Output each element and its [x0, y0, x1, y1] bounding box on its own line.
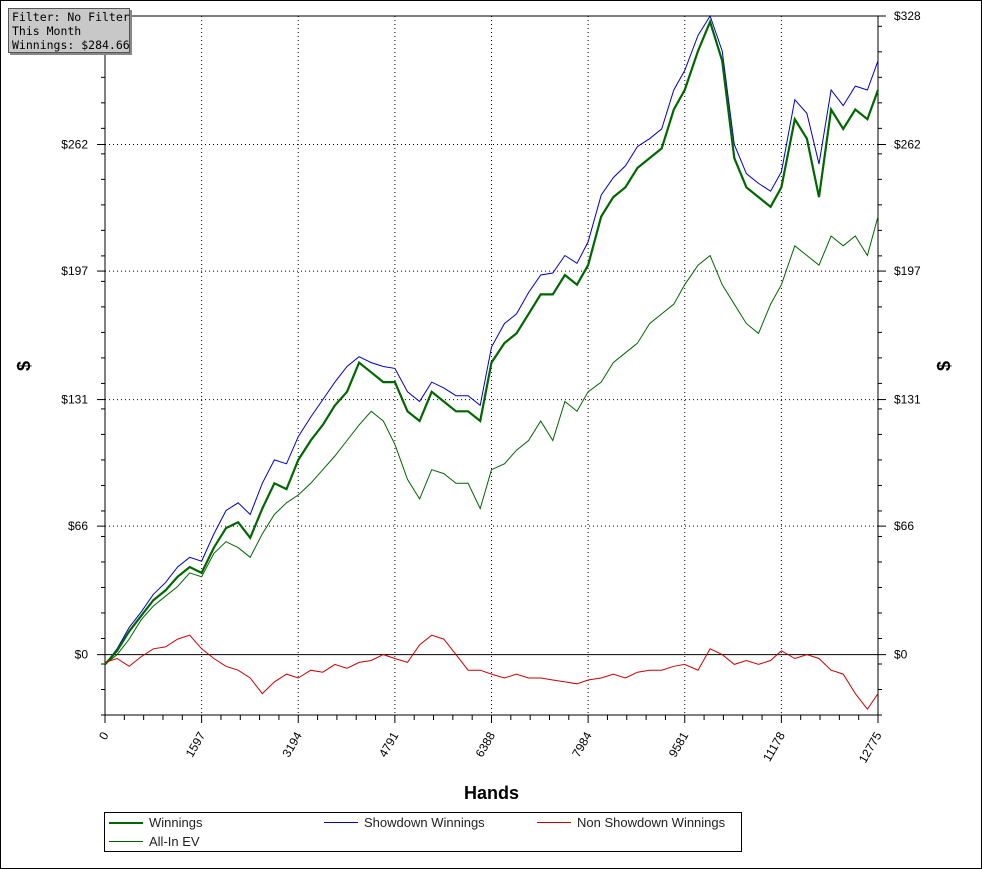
series-showdown-line [104, 14, 879, 665]
x-tick-label: 1597 [183, 729, 209, 759]
x-tick-label: 4791 [376, 729, 402, 759]
y-tick-label-right: $328 [894, 9, 921, 23]
x-tick-label: 3194 [279, 729, 305, 759]
period-line: This Month [12, 24, 82, 38]
y-tick-label-left: $197 [61, 264, 88, 278]
series-allin-ev-line [104, 216, 879, 665]
series-non-showdown-line [104, 634, 879, 711]
y-tick-label-right: $0 [894, 648, 908, 662]
y-tick-label-right: $131 [894, 393, 921, 407]
legend-label-allin-ev: All-In EV [149, 834, 200, 849]
x-tick-label: 12775 [856, 729, 885, 765]
y-tick-label-left: $66 [68, 519, 88, 533]
legend-swatch-showdown [324, 822, 358, 823]
y-tick-label-right: $197 [894, 264, 921, 278]
legend-swatch-allin-ev [109, 841, 143, 842]
x-tick-label: 0 [96, 729, 112, 742]
filter-info-box: Filter: No Filter This Month Winnings: $… [8, 8, 130, 53]
winnings-line: Winnings: $284.66 [12, 38, 130, 52]
legend-swatch-winnings [109, 822, 143, 824]
y-axis-label-right: $ [934, 361, 954, 371]
legend-item-allin-ev: All-In EV [105, 833, 305, 851]
filter-line: Filter: No Filter [12, 10, 130, 24]
y-axis-label-left: $ [14, 361, 34, 371]
y-tick-label-left: $0 [75, 648, 89, 662]
y-tick-label-right: $262 [894, 138, 921, 152]
y-tick-label-right: $66 [894, 519, 914, 533]
legend-label-non-showdown: Non Showdown Winnings [577, 815, 726, 830]
legend-item-non-showdown: Non Showdown Winnings [533, 814, 743, 832]
y-tick-label-left: $262 [61, 138, 88, 152]
legend-swatch-non-showdown [537, 822, 571, 823]
x-tick-label: 11178 [760, 729, 788, 764]
legend-item-winnings: Winnings [105, 814, 305, 832]
series-winnings-line [104, 18, 880, 666]
legend-label-winnings: Winnings [149, 815, 203, 830]
legend-item-showdown: Showdown Winnings [320, 814, 520, 832]
x-tick-label: 9581 [666, 729, 692, 759]
x-tick-label: 7984 [569, 729, 595, 759]
x-axis-label: Hands [464, 783, 519, 803]
chart-legend: Winnings Showdown Winnings Non Showdown … [104, 812, 742, 852]
y-tick-label-left: $131 [61, 393, 88, 407]
legend-label-showdown: Showdown Winnings [364, 815, 485, 830]
x-tick-label: 6388 [473, 729, 499, 759]
